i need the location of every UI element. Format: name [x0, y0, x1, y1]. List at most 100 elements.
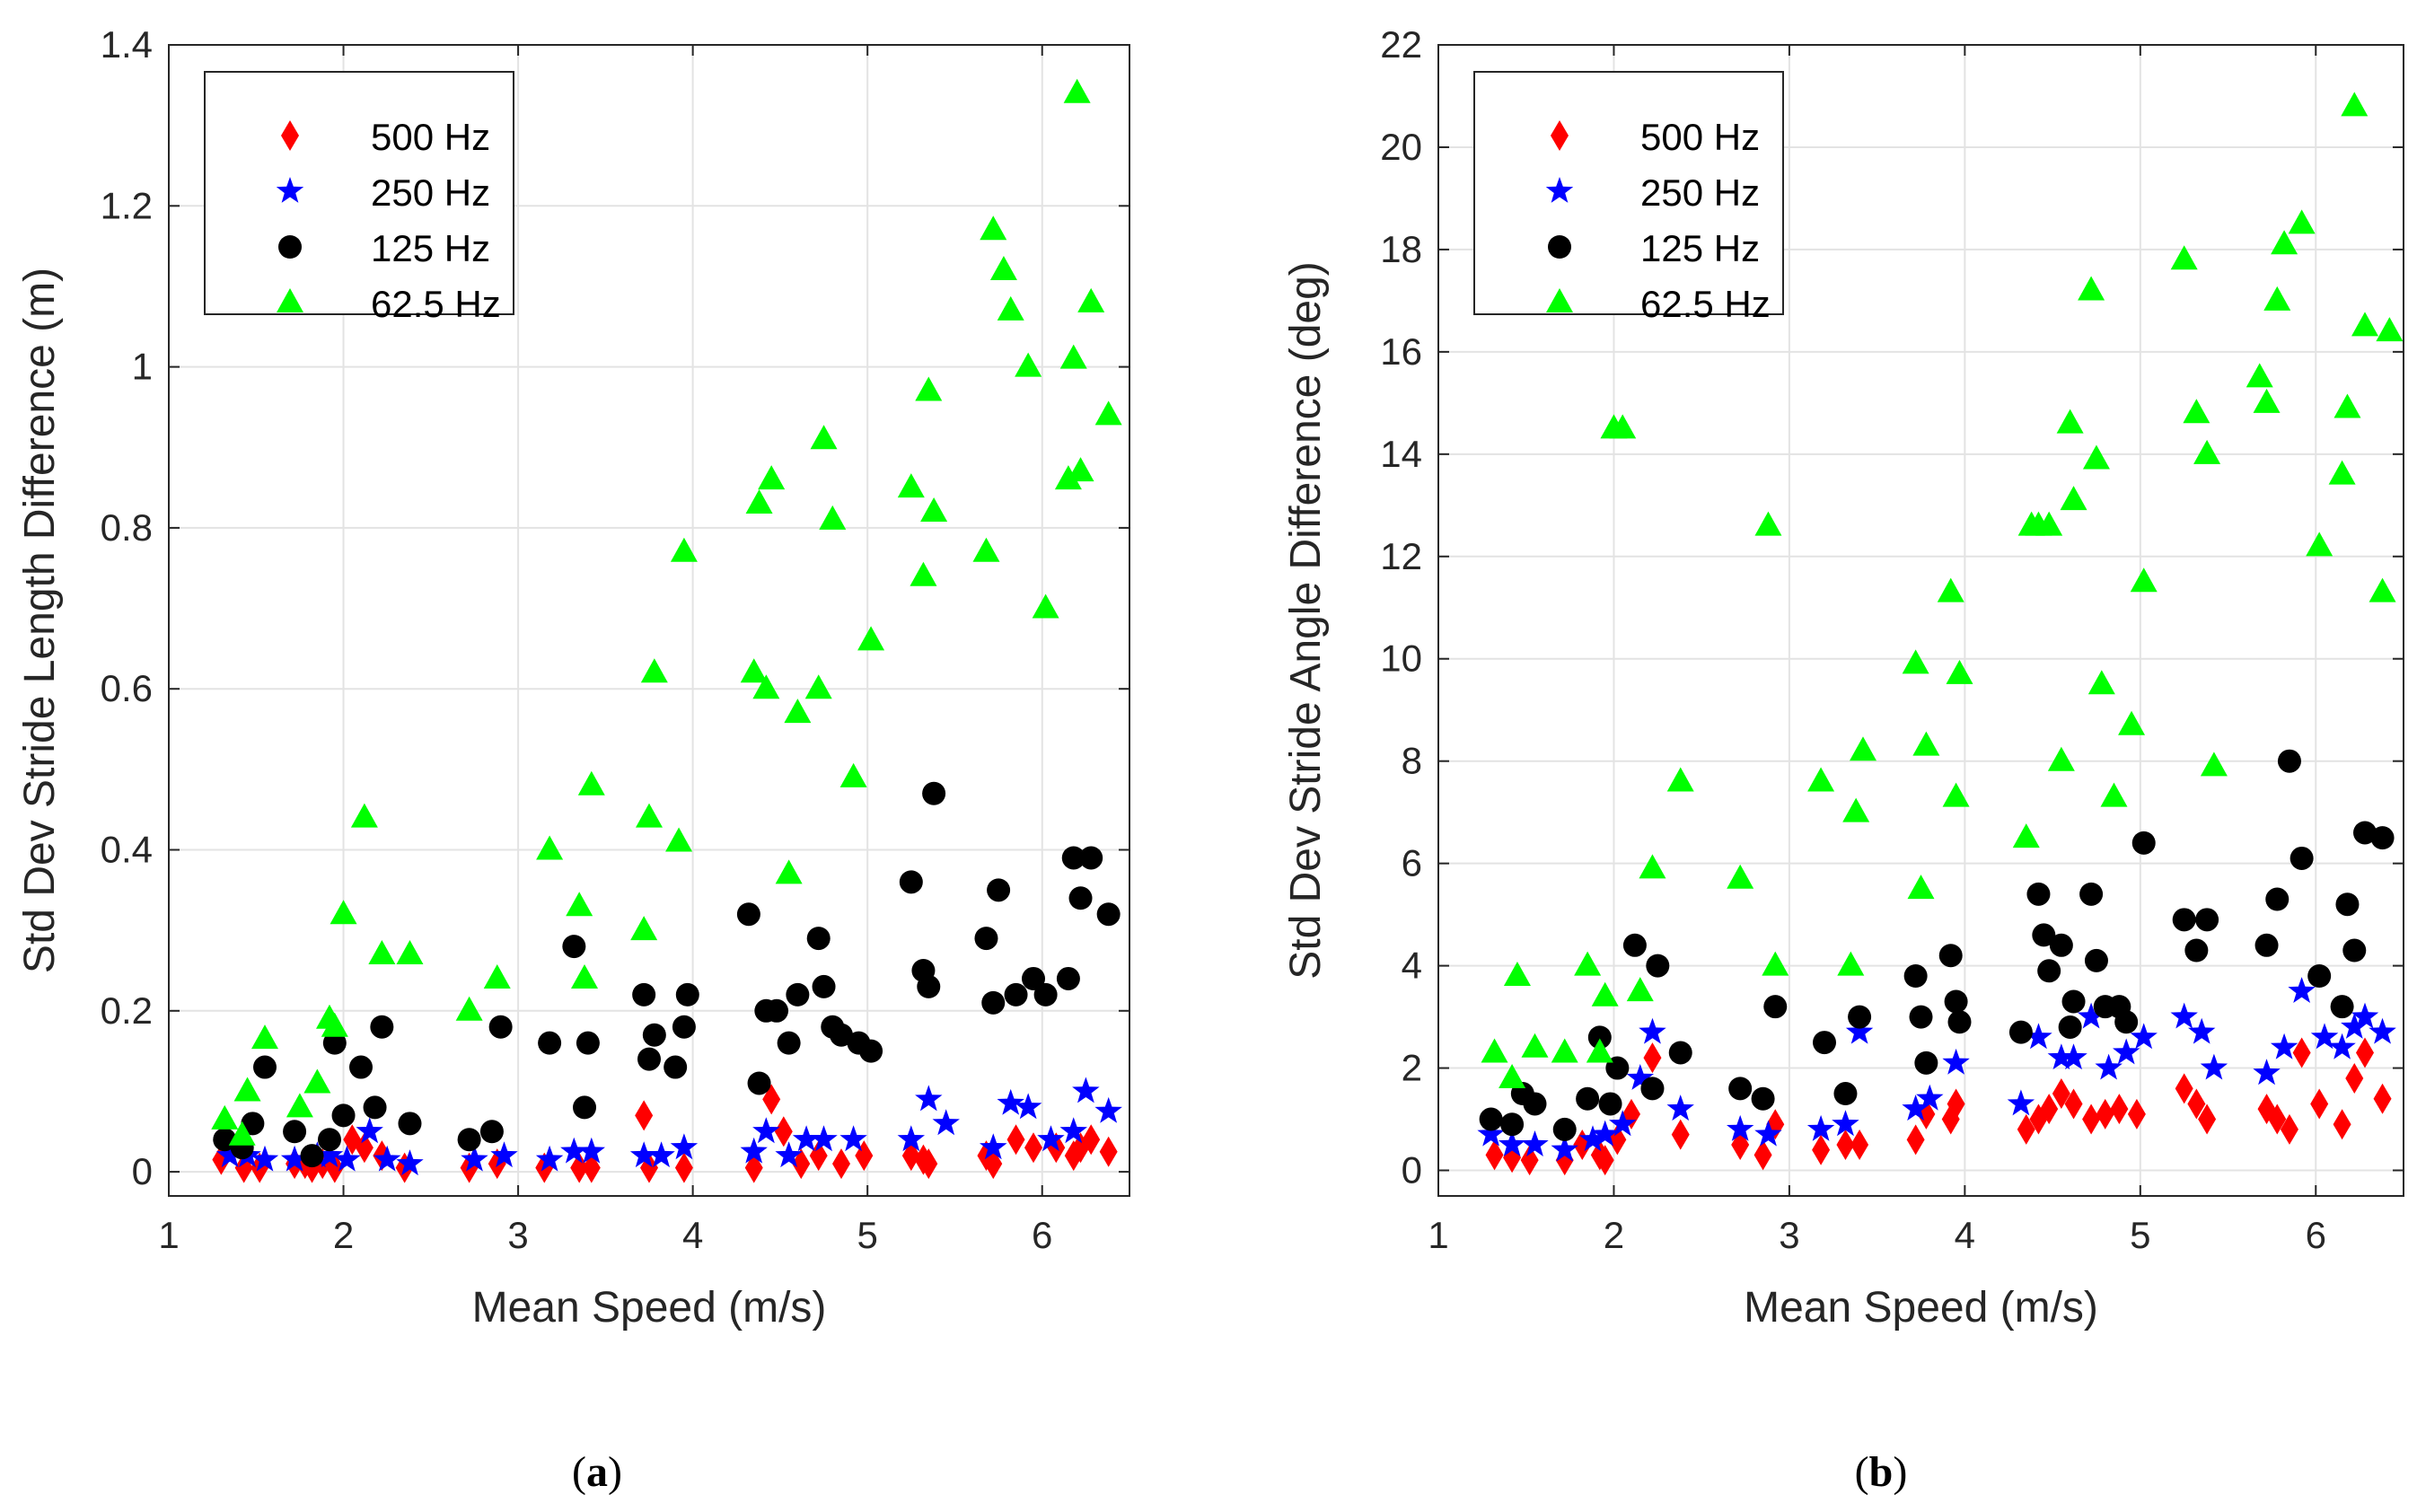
caption-letter: b [1869, 1448, 1894, 1496]
data-point [980, 1133, 1007, 1160]
data-point [333, 1145, 361, 1172]
data-point [2187, 1088, 2206, 1120]
data-point [1598, 1092, 1622, 1116]
data-point [2265, 887, 2290, 911]
data-point [1521, 1130, 1549, 1156]
y-tick-label: 16 [1380, 330, 1422, 373]
data-point [479, 1120, 504, 1144]
x-tick-label: 3 [507, 1214, 528, 1256]
data-point [215, 1141, 244, 1168]
data-point [2114, 1010, 2139, 1034]
axes-box [168, 44, 1130, 1197]
data-point [2172, 908, 2196, 932]
data-point [2335, 892, 2360, 917]
data-point [1576, 1086, 1600, 1111]
data-point [2131, 831, 2156, 855]
data-point [1099, 1136, 1118, 1167]
legend-marker [277, 288, 303, 312]
data-point [1643, 1042, 1662, 1074]
x-tick-label: 2 [333, 1214, 354, 1256]
series-125-hz [213, 781, 1121, 1168]
data-point [1014, 1093, 1042, 1120]
data-point [1586, 1038, 1613, 1063]
data-point [919, 1148, 938, 1180]
data-point [331, 1103, 356, 1128]
data-point [1609, 1110, 1637, 1137]
data-point [1754, 1120, 1782, 1147]
data-point [1587, 1025, 1612, 1050]
data-point [1006, 1124, 1025, 1156]
data-point [1551, 1135, 1578, 1162]
data-point [356, 1117, 383, 1144]
data-point [1056, 966, 1080, 990]
data-point [989, 256, 1017, 281]
data-point [1591, 1120, 1619, 1147]
data-point [2198, 1103, 2217, 1135]
data-point [1578, 1125, 1607, 1152]
data-point [2254, 933, 2279, 957]
data-point [566, 892, 593, 917]
data-point [1850, 1130, 1869, 1161]
data-point [488, 1015, 513, 1039]
data-point [300, 1144, 324, 1168]
data-point [2078, 276, 2105, 301]
data-point [2277, 749, 2301, 773]
data-point [2280, 1113, 2298, 1145]
data-point [859, 1039, 883, 1063]
legend-marker [276, 177, 304, 203]
legend-label: 250 Hz [371, 171, 490, 214]
data-point [2195, 908, 2219, 932]
data-point [2127, 1098, 2146, 1130]
data-point [457, 1128, 481, 1152]
data-point [637, 1047, 661, 1071]
data-point [1832, 1110, 1859, 1137]
data-point [740, 658, 768, 683]
data-point [774, 1116, 793, 1147]
data-point [251, 1024, 278, 1050]
legend-label: 250 Hz [1640, 171, 1760, 214]
x-tick-label: 1 [158, 1214, 179, 1256]
legend-marker [1551, 120, 1569, 151]
data-point [2330, 995, 2354, 1019]
data-point [2188, 1017, 2216, 1044]
data-point [1909, 1005, 1933, 1029]
data-point [1032, 593, 1059, 619]
y-tick-label: 8 [1402, 740, 1422, 782]
data-point [368, 940, 396, 965]
data-point [775, 859, 803, 884]
data-point [987, 878, 1011, 902]
data-point [1595, 1145, 1614, 1176]
data-point [2032, 923, 2056, 947]
data-point [350, 803, 378, 828]
data-point [1022, 966, 1045, 990]
data-point [1947, 1010, 1972, 1034]
data-point [241, 1112, 265, 1136]
data-point [1727, 864, 1754, 889]
data-point [664, 1055, 688, 1079]
data-point [1072, 1077, 1100, 1103]
caption-open: ( [572, 1448, 586, 1496]
data-point [2170, 245, 2198, 270]
legend-box [1473, 71, 1784, 315]
data-point [1762, 951, 1789, 976]
data-point [1842, 797, 1870, 822]
caption-close: ) [1893, 1448, 1907, 1496]
data-point [398, 1112, 422, 1136]
data-point [1937, 577, 1964, 602]
data-point [1728, 1077, 1753, 1101]
data-point [1837, 951, 1865, 976]
data-point [1499, 1063, 1526, 1088]
data-point [2077, 1002, 2105, 1029]
data-point [570, 1152, 589, 1183]
data-point [777, 1031, 801, 1055]
data-point [2328, 460, 2356, 485]
y-axis-label: Std Dev Stride Length Difference (m) [16, 268, 64, 973]
data-point [1763, 995, 1788, 1019]
data-point [839, 762, 867, 787]
data-point [283, 1120, 307, 1144]
data-point [810, 1125, 838, 1152]
data-point [280, 1145, 309, 1172]
data-point [819, 505, 847, 530]
data-point [1727, 1114, 1754, 1141]
data-point [2035, 511, 2063, 536]
